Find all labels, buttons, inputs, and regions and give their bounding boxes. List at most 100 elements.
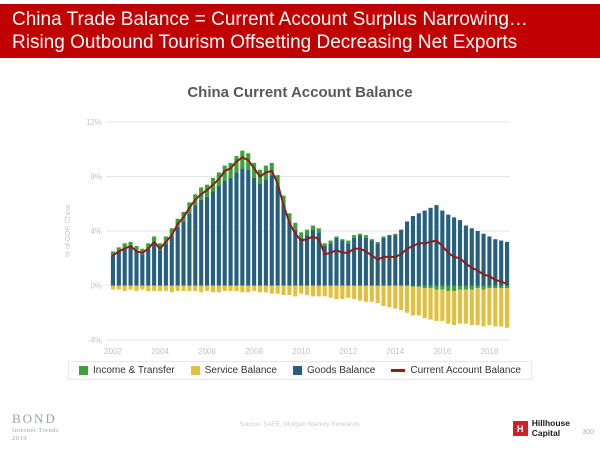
bar-segment xyxy=(216,285,221,293)
bar-segment xyxy=(487,285,492,289)
bar-segment xyxy=(363,285,368,302)
bar-segment xyxy=(199,199,204,286)
legend-label-current-account: Current Account Balance xyxy=(410,365,521,376)
bar-segment xyxy=(305,229,310,236)
bar-segment xyxy=(352,235,357,238)
bar-segment xyxy=(316,228,321,233)
bar-segment xyxy=(422,288,427,319)
bar-segment xyxy=(157,250,163,286)
hillhouse-logo-line2: Capital xyxy=(531,427,561,438)
bar-segment xyxy=(428,207,433,286)
legend-label-goods-balance: Goods Balance xyxy=(306,365,376,376)
bar-segment xyxy=(128,241,133,246)
bar-segment xyxy=(363,235,368,238)
bar-segment xyxy=(169,236,174,286)
bar-segment xyxy=(287,285,292,296)
bar-segment xyxy=(128,285,133,290)
x-tick-label: 2004 xyxy=(151,347,169,356)
bar-segment xyxy=(416,286,421,316)
bar-segment xyxy=(287,221,292,286)
slide-title-line1: China Trade Balance = Current Account Su… xyxy=(12,9,528,30)
bar-segment xyxy=(240,285,245,293)
x-tick-label: 2018 xyxy=(481,347,499,356)
hillhouse-logo-text: Hillhouse Capital xyxy=(532,419,570,438)
legend-item-service-balance: Service Balance xyxy=(190,365,277,376)
bar-segment xyxy=(316,232,321,286)
bar-segment xyxy=(287,213,292,222)
bar-segment xyxy=(205,285,210,291)
legend-item-current-account: Current Account Balance xyxy=(391,365,521,376)
bar-segment xyxy=(257,285,263,293)
bar-segment xyxy=(405,221,410,286)
bar-segment xyxy=(487,288,492,326)
bar-segment xyxy=(116,251,121,286)
bar-segment xyxy=(357,233,363,236)
slide-title-line2: Rising Outbound Tourism Offsetting Decre… xyxy=(12,32,518,53)
bar-segment xyxy=(163,285,168,291)
bar-segment xyxy=(205,196,210,286)
y-tick-label: 0% xyxy=(90,282,102,291)
bar-segment xyxy=(399,229,404,286)
bar-segment xyxy=(210,285,215,293)
bar-segment xyxy=(193,205,198,286)
bar-segment xyxy=(475,285,480,289)
bar-segment xyxy=(352,237,357,286)
bar-segment xyxy=(393,285,398,309)
bar-segment xyxy=(381,236,386,238)
bar-segment xyxy=(293,229,298,286)
bar-segment xyxy=(410,216,415,286)
bar-segment xyxy=(310,225,315,230)
bar-segment xyxy=(369,240,374,286)
bar-segment xyxy=(369,239,374,241)
legend-swatch-goods-balance xyxy=(292,366,302,375)
bar-segment xyxy=(422,210,427,286)
bar-segment xyxy=(393,233,398,236)
bar-segment xyxy=(328,240,333,244)
bar-segment xyxy=(146,285,151,291)
bar-segment xyxy=(469,289,474,326)
bar-segment xyxy=(340,285,345,300)
bar-segment xyxy=(228,162,233,178)
x-tick-label: 2006 xyxy=(198,347,216,356)
bar-segment xyxy=(234,285,239,291)
bar-segment xyxy=(375,243,380,286)
bar-segment xyxy=(228,177,233,286)
bar-segment xyxy=(134,251,139,286)
bar-segment xyxy=(352,285,357,300)
current-account-chart: 12% 8% 4% 0% -4% % of GDP, China 2002 2004 2006 2… xyxy=(65,118,510,356)
bond-logo-sub1: Internet Trends xyxy=(12,427,60,435)
bond-logo: BOND Internet Trends 2019 xyxy=(12,411,60,442)
bond-logo-sub2: 2019 xyxy=(12,434,27,442)
bar-segment xyxy=(146,243,151,249)
bar-segment xyxy=(240,168,245,286)
bar-segment xyxy=(252,162,257,178)
bar-segment xyxy=(222,180,227,286)
bar-segment xyxy=(269,175,274,286)
bar-segment xyxy=(128,245,133,286)
x-tick-label: 2010 xyxy=(292,347,310,356)
bar-segment xyxy=(493,288,498,327)
bar-segment xyxy=(463,289,468,324)
bar-segment xyxy=(310,285,315,297)
x-tick-label: 2002 xyxy=(104,347,122,356)
bar-segment xyxy=(410,285,415,287)
bar-segment xyxy=(410,286,415,316)
bar-segment xyxy=(328,243,333,286)
bar-segment xyxy=(199,285,204,293)
bar-segment xyxy=(481,285,486,290)
bar-segment xyxy=(122,243,127,249)
y-tick-label: 12% xyxy=(86,118,102,127)
bar-segment xyxy=(440,285,445,290)
page-number: 300 xyxy=(582,429,594,436)
bar-segment xyxy=(505,241,510,286)
bar-segment xyxy=(428,285,433,289)
bar-segment xyxy=(457,285,463,290)
x-tick-label: 2008 xyxy=(245,347,263,356)
bar-segment xyxy=(175,226,180,286)
legend-label-income-transfer: Income & Transfer xyxy=(93,365,175,376)
bar-segment xyxy=(346,240,351,244)
bar-segment xyxy=(175,285,180,291)
bar-segment xyxy=(252,177,257,286)
current-account-line xyxy=(111,156,509,286)
